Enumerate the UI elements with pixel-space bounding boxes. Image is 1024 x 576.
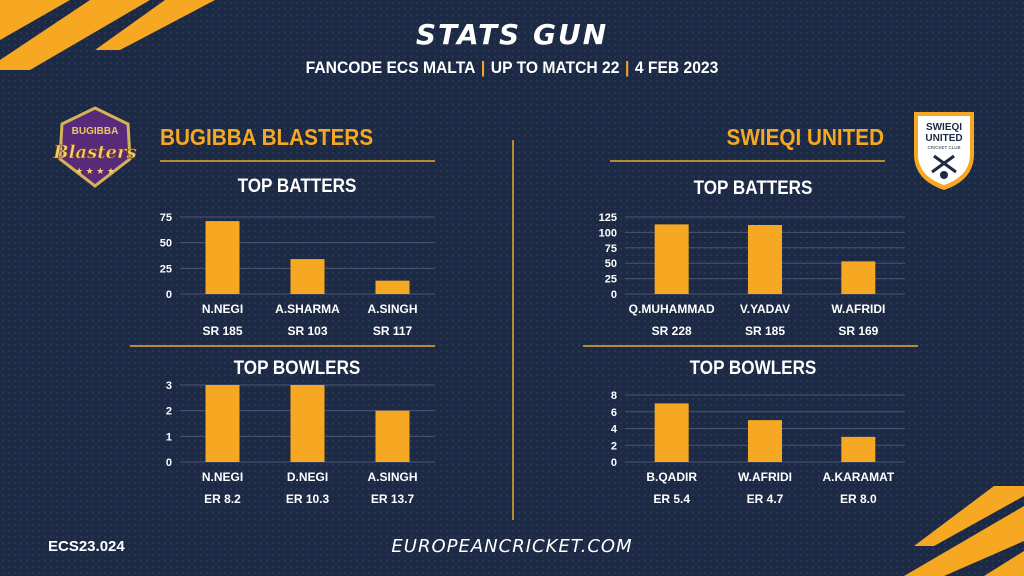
x-category-label: A.SHARMA [275, 302, 340, 316]
logo-text-blasters: Blasters [52, 142, 136, 163]
y-tick-label: 3 [166, 380, 172, 392]
section-title-su-batters: TOP BATTERS [693, 178, 813, 199]
x-category-label: A.SINGH [367, 302, 417, 316]
y-tick-label: 50 [160, 238, 172, 250]
footer-url[interactable]: EUROPEANCRICKET.COM [391, 536, 633, 557]
y-tick-label: 75 [605, 243, 617, 255]
subtitle-date: 4 FEB 2023 [634, 58, 719, 77]
bat-icon [931, 154, 955, 174]
x-category-label: B.QADIR [646, 470, 697, 484]
ball-icon [940, 171, 948, 179]
bar [290, 385, 325, 462]
x-category-label: W.AFRIDI [831, 302, 885, 316]
y-tick-label: 125 [599, 212, 617, 224]
bar [748, 225, 782, 294]
page-subtitle: FANCODE ECS MALTA | UP TO MATCH 22 | 4 FEB 2… [41, 58, 983, 78]
subtitle-match: UP TO MATCH 22 [490, 58, 620, 77]
subtitle-separator: | [480, 58, 486, 77]
y-tick-label: 2 [611, 440, 617, 452]
bar [375, 280, 410, 294]
section-title-bb-bowlers: TOP BOWLERS [233, 358, 361, 379]
x-category-label: N.NEGI [202, 470, 243, 484]
y-tick-label: 25 [160, 263, 172, 275]
x-sublabel: SR 117 [373, 324, 413, 338]
page-title: STATS GUN [415, 18, 609, 51]
y-tick-label: 1 [166, 431, 172, 443]
y-tick-label: 4 [611, 424, 618, 436]
x-category-label: V.YADAV [740, 302, 790, 316]
x-sublabel: ER 8.0 [840, 492, 877, 506]
bar [841, 436, 876, 462]
y-tick-label: 50 [605, 258, 617, 270]
footer-code: ECS23.024 [48, 538, 125, 555]
x-sublabel: SR 169 [838, 324, 878, 338]
bar [654, 403, 689, 462]
y-tick-label: 100 [599, 227, 617, 239]
x-category-label: D.NEGI [287, 470, 328, 484]
x-category-label: A.KARAMAT [822, 470, 894, 484]
bar [205, 385, 240, 462]
y-tick-label: 0 [166, 289, 172, 301]
y-tick-label: 6 [611, 407, 617, 419]
logo-text-swieqi: SWIEQI [926, 122, 962, 133]
bar [205, 221, 240, 294]
x-sublabel: SR 185 [745, 324, 785, 338]
x-category-label: N.NEGI [202, 302, 243, 316]
logo-text-cricket-club: CRICKET CLUB [928, 145, 961, 150]
section-title-su-bowlers: TOP BOWLERS [689, 358, 817, 379]
chart-bb-batters: 0 25 50 75 N.NEGI SR 185 A.SHARMA SR 103 A.SINGH… [160, 212, 435, 338]
bar [654, 224, 689, 294]
decorative-stripes-bottom-right [904, 486, 1024, 576]
center-divider [512, 140, 514, 520]
x-category-label: Q.MUHAMMAD [629, 302, 715, 316]
subtitle-competition: FANCODE ECS MALTA [305, 58, 476, 77]
divider-right-section [583, 345, 918, 347]
team-name-bugibba: BUGIBBA BLASTERS [160, 124, 374, 150]
y-tick-label: 0 [611, 457, 617, 469]
team-name-swieqi: SWIEQI UNITED [726, 124, 884, 150]
y-tick-label: 0 [611, 289, 617, 301]
x-sublabel: SR 228 [652, 324, 692, 338]
logo-text-united: UNITED [925, 133, 962, 144]
bar [290, 259, 325, 294]
swieqi-united-logo: SWIEQI UNITED CRICKET CLUB [914, 112, 974, 190]
x-category-label: A.SINGH [367, 470, 417, 484]
y-tick-label: 2 [166, 406, 172, 418]
bar [748, 420, 782, 462]
x-sublabel: ER 5.4 [653, 492, 690, 506]
x-sublabel: ER 4.7 [747, 492, 784, 506]
bar [375, 410, 410, 462]
x-sublabel: SR 185 [202, 324, 242, 338]
y-tick-label: 75 [160, 212, 172, 224]
y-tick-label: 8 [611, 390, 617, 402]
bar [841, 261, 876, 294]
decorative-stripes-top-left [0, 0, 215, 70]
logo-stars: ★ ★ ★ ★ [75, 166, 115, 176]
x-sublabel: ER 10.3 [286, 492, 330, 506]
bugibba-blasters-logo: BUGIBBA Blasters ★ ★ ★ ★ [52, 106, 137, 188]
chart-su-batters: 0 25 50 75 100 125 Q.MUHAMMAD SR 228 V.YADAV SR 1… [599, 212, 905, 338]
subtitle-separator: | [624, 58, 630, 77]
divider-left-section [130, 345, 435, 347]
section-title-bb-batters: TOP BATTERS [237, 176, 357, 197]
y-tick-label: 25 [605, 274, 617, 286]
chart-su-bowlers: 0 2 4 6 8 B.QADIR ER 5.4 W.AFRIDI ER 4.7 A.KARAMA… [611, 390, 905, 506]
x-sublabel: ER 8.2 [204, 492, 241, 506]
chart-bb-bowlers: 0 1 2 3 N.NEGI ER 8.2 D.NEGI ER 10.3 A.SINGH ER 1… [166, 380, 435, 506]
divider-right-team [610, 160, 885, 162]
divider-left-team [160, 160, 435, 162]
x-sublabel: SR 103 [287, 324, 327, 338]
logo-text-bugibba: BUGIBBA [72, 126, 119, 137]
y-tick-label: 0 [166, 457, 172, 469]
x-sublabel: ER 13.7 [371, 492, 415, 506]
x-category-label: W.AFRIDI [738, 470, 792, 484]
